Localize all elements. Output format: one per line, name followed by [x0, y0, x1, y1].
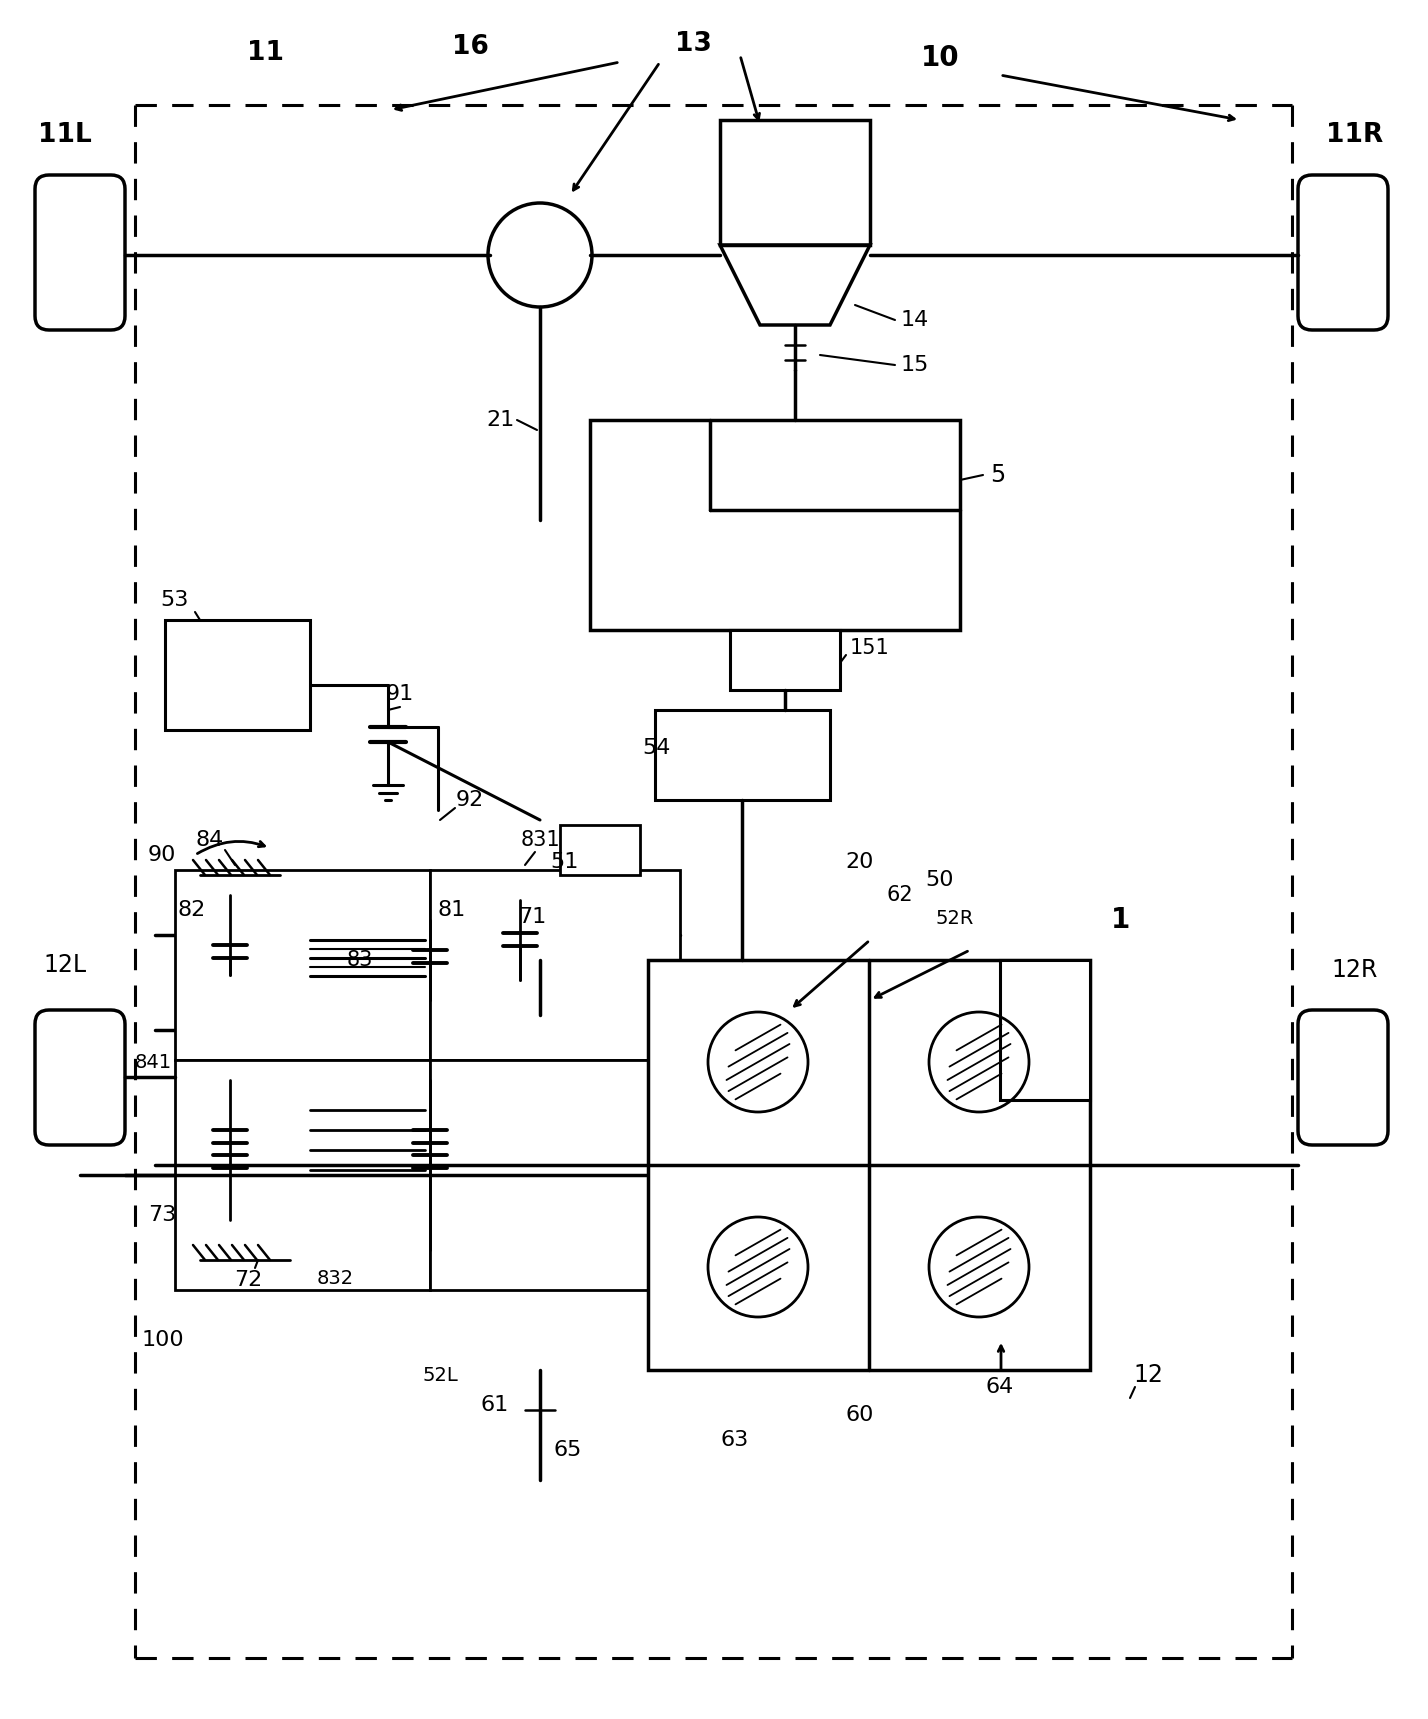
Text: 71: 71 [518, 908, 545, 927]
Text: 1: 1 [1111, 906, 1130, 933]
Text: 61: 61 [481, 1396, 510, 1415]
Text: 13: 13 [674, 31, 711, 57]
Text: 21: 21 [486, 411, 514, 430]
Text: 62: 62 [887, 885, 914, 904]
Bar [176, 870, 430, 1061]
Text: 72: 72 [234, 1270, 263, 1289]
Text: 841: 841 [134, 1052, 171, 1071]
Bar [648, 959, 1090, 1370]
Bar [430, 1061, 680, 1289]
Bar [430, 870, 680, 1061]
Text: 5: 5 [991, 462, 1005, 486]
Text: 11L: 11L [39, 122, 91, 148]
Text: 11: 11 [247, 40, 284, 65]
Text: 51: 51 [551, 853, 580, 872]
Text: 92: 92 [456, 791, 484, 810]
Text: 100: 100 [141, 1331, 184, 1349]
Text: 91: 91 [386, 684, 414, 705]
Bar [720, 120, 870, 246]
Text: 12L: 12L [43, 952, 87, 976]
Bar [655, 710, 830, 799]
Text: 11R: 11R [1327, 122, 1384, 148]
Text: 73: 73 [149, 1205, 176, 1226]
Bar [176, 1061, 430, 1289]
Text: 50: 50 [925, 870, 954, 890]
Text: 12: 12 [1132, 1363, 1162, 1387]
Text: 52L: 52L [423, 1365, 458, 1384]
Text: 83: 83 [347, 951, 373, 970]
Text: 63: 63 [721, 1430, 750, 1451]
FancyBboxPatch shape [1298, 1011, 1388, 1145]
FancyBboxPatch shape [36, 175, 126, 330]
Bar [590, 419, 960, 629]
Text: 832: 832 [317, 1269, 354, 1288]
Bar [166, 621, 310, 731]
FancyBboxPatch shape [1298, 175, 1388, 330]
Text: 14: 14 [901, 309, 930, 330]
Text: 82: 82 [178, 901, 206, 920]
Text: 53: 53 [161, 590, 188, 610]
Text: 20: 20 [845, 853, 874, 872]
Text: 90: 90 [149, 846, 176, 865]
Text: 16: 16 [451, 34, 488, 60]
Text: 84: 84 [196, 830, 224, 849]
Text: 10: 10 [921, 45, 960, 72]
Text: 81: 81 [438, 901, 466, 920]
Text: 52R: 52R [935, 909, 974, 928]
Text: 54: 54 [643, 737, 671, 758]
Text: 64: 64 [985, 1377, 1014, 1398]
Text: 12R: 12R [1332, 957, 1378, 982]
FancyBboxPatch shape [36, 1011, 126, 1145]
Text: 151: 151 [850, 638, 890, 658]
Text: 831: 831 [520, 830, 560, 849]
Text: 60: 60 [845, 1404, 874, 1425]
Bar [730, 629, 840, 689]
Text: 15: 15 [901, 356, 930, 375]
Bar [1000, 959, 1090, 1100]
Text: 65: 65 [554, 1441, 583, 1459]
Bar [560, 825, 640, 875]
